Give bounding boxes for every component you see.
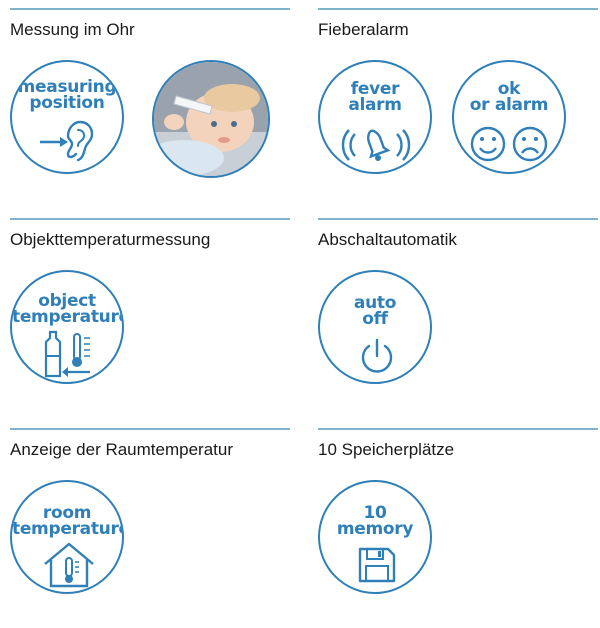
ear-arrow-icon <box>40 120 94 162</box>
badge-line2: temperature <box>12 307 124 327</box>
house-thermometer-icon <box>44 542 94 588</box>
badge-line1: ok <box>497 79 521 99</box>
floppy-disk-icon <box>358 547 396 583</box>
badge-line2: off <box>362 309 388 329</box>
baby-ear-measurement-photo <box>152 60 270 178</box>
badge-line2: temperature <box>12 519 124 539</box>
ok-or-alarm-badge: ok or alarm <box>452 60 566 174</box>
divider <box>10 428 290 430</box>
badge-line2: position <box>29 93 105 113</box>
badge-line1: object <box>38 291 96 311</box>
room-temperature-badge: room temperature <box>10 480 124 594</box>
ringing-bell-icon <box>341 129 411 161</box>
divider <box>318 218 598 220</box>
feature-room-temperature: Anzeige der Raumtemperatur room temperat… <box>10 428 290 628</box>
badge-line1: fever <box>350 79 400 99</box>
feature-memory: 10 Speicherplätze 10 memory <box>318 428 598 628</box>
memory-badge: 10 memory <box>318 480 432 594</box>
divider <box>318 428 598 430</box>
feature-ear-measurement: Messung im Ohr measuring position <box>10 8 290 208</box>
smiley-faces-icon <box>470 126 548 162</box>
badge-line2: memory <box>336 519 414 539</box>
auto-off-badge: auto off <box>318 270 432 384</box>
fever-alarm-badge: fever alarm <box>318 60 432 174</box>
feature-auto-off: Abschaltautomatik auto off <box>318 218 598 418</box>
feature-heading: Messung im Ohr <box>10 20 135 39</box>
badge-line2: alarm <box>348 95 402 115</box>
power-icon <box>361 338 393 373</box>
badge-line2: or alarm <box>469 95 549 115</box>
feature-heading: 10 Speicherplätze <box>318 440 455 459</box>
feature-object-temperature: Objekttemperaturmessung object temperatu… <box>10 218 290 418</box>
measuring-position-badge: measuring position <box>10 60 124 174</box>
feature-heading: Abschaltautomatik <box>318 230 457 249</box>
feature-heading: Objekttemperaturmessung <box>10 230 211 249</box>
feature-heading: Anzeige der Raumtemperatur <box>10 440 234 459</box>
badge-line1: room <box>42 503 92 523</box>
bottle-thermometer-icon <box>44 330 90 378</box>
divider <box>10 218 290 220</box>
divider <box>318 8 598 10</box>
badge-line1: auto <box>353 293 397 313</box>
divider <box>10 8 290 10</box>
badge-line1: measuring <box>17 77 117 97</box>
object-temperature-badge: object temperature <box>10 270 124 384</box>
feature-heading: Fieberalarm <box>318 20 409 39</box>
badge-line1: 10 <box>363 503 387 523</box>
feature-fever-alarm: Fieberalarm fever alarm ok or alarm <box>318 8 598 208</box>
